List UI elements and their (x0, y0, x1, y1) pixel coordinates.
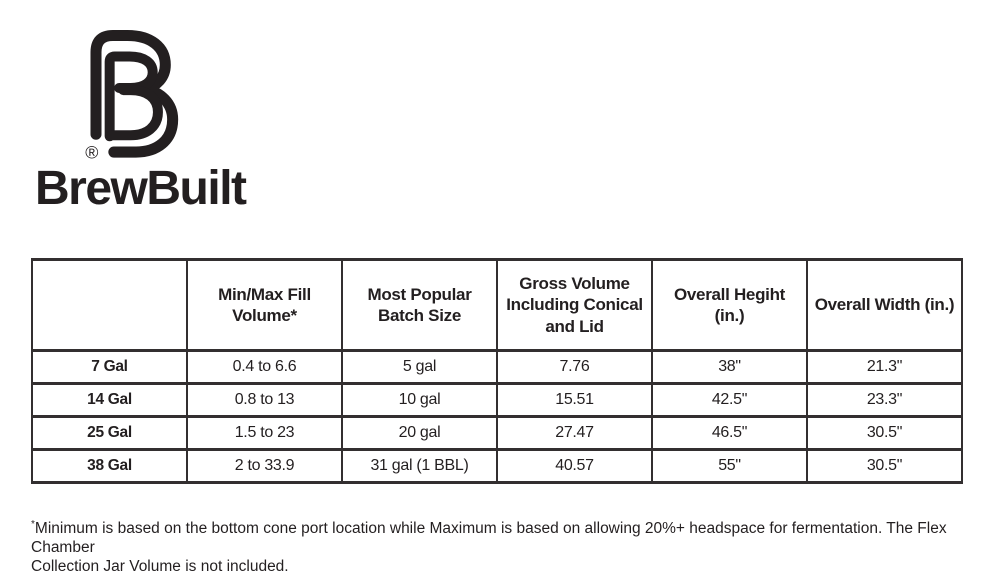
cell-size-label: 38 Gal (31, 448, 188, 484)
b-inner-lower-stroke (106, 85, 163, 141)
column-header-size-blank (31, 258, 188, 352)
table-row: 7 Gal 0.4 to 6.6 5 gal 7.76 38" 21.3" (31, 349, 963, 385)
cell-overall-width: 21.3" (806, 349, 963, 385)
column-header-fill-volume: Min/Max Fill Volume* (186, 258, 343, 352)
b-inner-upper-stroke (104, 51, 158, 142)
cell-gross-volume: 15.51 (496, 382, 653, 418)
header-row: Min/Max Fill Volume* Most Popular Batch … (31, 258, 963, 352)
registered-trademark-icon: ® (85, 142, 98, 162)
cell-overall-width: 23.3" (806, 382, 963, 418)
footnote: *Minimum is based on the bottom cone por… (31, 519, 966, 576)
cell-overall-width: 30.5" (806, 448, 963, 484)
cell-size-label: 25 Gal (31, 415, 188, 451)
cell-overall-height: 55" (651, 448, 808, 484)
cell-gross-volume: 40.57 (496, 448, 653, 484)
column-header-gross-volume: Gross Volume Including Conical and Lid (496, 258, 653, 352)
cell-gross-volume: 27.47 (496, 415, 653, 451)
table-row: 25 Gal 1.5 to 23 20 gal 27.47 46.5" 30.5… (31, 415, 963, 451)
cell-batch-size: 10 gal (341, 382, 498, 418)
cell-overall-height: 46.5" (651, 415, 808, 451)
fermenter-spec-table: Min/Max Fill Volume* Most Popular Batch … (31, 258, 963, 484)
b-outer-stroke (90, 29, 179, 158)
footnote-line-1: Minimum is based on the bottom cone port… (31, 519, 947, 556)
footnote-line-2: Collection Jar Volume is not included. (31, 557, 289, 575)
column-header-overall-width: Overall Width (in.) (806, 258, 963, 352)
cell-fill-volume: 1.5 to 23 (186, 415, 343, 451)
brand-logo: ® BrewBuilt (35, 25, 295, 220)
cell-gross-volume: 7.76 (496, 349, 653, 385)
cell-size-label: 14 Gal (31, 382, 188, 418)
cell-batch-size: 5 gal (341, 349, 498, 385)
cell-overall-width: 30.5" (806, 415, 963, 451)
cell-overall-height: 42.5" (651, 382, 808, 418)
table-row: 14 Gal 0.8 to 13 10 gal 15.51 42.5" 23.3… (31, 382, 963, 418)
footnote-asterisk: * (31, 518, 35, 530)
cell-fill-volume: 2 to 33.9 (186, 448, 343, 484)
column-header-batch-size: Most Popular Batch Size (341, 258, 498, 352)
brewbuilt-b-icon: ® (85, 29, 179, 162)
column-header-overall-height: Overall Hegiht (in.) (651, 258, 808, 352)
cell-fill-volume: 0.4 to 6.6 (186, 349, 343, 385)
cell-fill-volume: 0.8 to 13 (186, 382, 343, 418)
cell-size-label: 7 Gal (31, 349, 188, 385)
cell-overall-height: 38" (651, 349, 808, 385)
brand-wordmark: BrewBuilt (35, 162, 247, 215)
table-row: 38 Gal 2 to 33.9 31 gal (1 BBL) 40.57 55… (31, 448, 963, 484)
cell-batch-size: 31 gal (1 BBL) (341, 448, 498, 484)
cell-batch-size: 20 gal (341, 415, 498, 451)
